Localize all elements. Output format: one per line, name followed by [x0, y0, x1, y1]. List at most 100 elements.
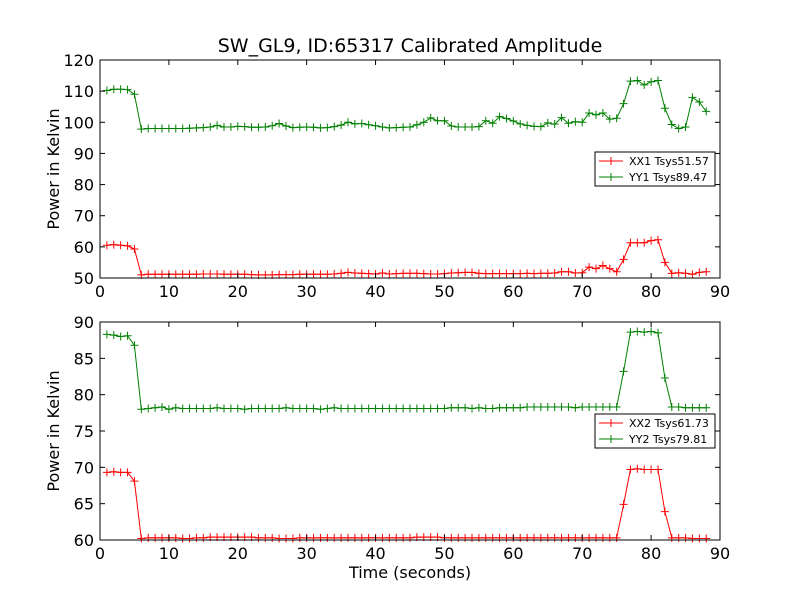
series-line-2-2	[106, 330, 707, 410]
data-point	[261, 122, 270, 131]
data-point	[158, 533, 166, 542]
data-point	[164, 405, 173, 414]
data-point	[447, 122, 456, 131]
data-point	[123, 241, 132, 250]
data-point	[660, 373, 669, 382]
data-point	[640, 238, 649, 247]
x-tick-label: 50	[434, 282, 454, 301]
data-point	[688, 534, 697, 543]
data-point	[385, 404, 394, 413]
data-point	[557, 533, 566, 542]
x-tick-label: 70	[572, 282, 592, 301]
data-point	[454, 403, 463, 412]
data-point	[406, 122, 414, 131]
data-point	[309, 123, 318, 132]
data-point	[633, 238, 642, 247]
data-point	[392, 269, 401, 278]
data-point	[288, 404, 297, 413]
data-point	[178, 404, 187, 413]
data-point	[144, 270, 153, 279]
legend-swatch-marker	[607, 419, 615, 427]
data-point	[592, 110, 600, 119]
data-point	[275, 534, 284, 543]
data-point	[192, 404, 201, 413]
data-point	[419, 269, 428, 278]
data-point	[612, 533, 621, 542]
data-point	[371, 404, 380, 413]
data-point	[323, 404, 332, 413]
data-point	[488, 269, 497, 278]
data-point	[226, 122, 235, 131]
plot-frame-1	[99, 59, 721, 279]
data-point	[109, 85, 118, 94]
data-point	[495, 112, 504, 121]
data-point	[226, 270, 235, 279]
data-point	[674, 124, 683, 133]
data-point	[330, 122, 339, 131]
data-point	[275, 119, 284, 128]
data-point	[233, 122, 242, 131]
data-point	[171, 124, 180, 133]
data-point	[626, 77, 635, 86]
data-point	[647, 77, 656, 86]
data-point	[392, 404, 401, 413]
legend-label: YY2 Tsys79.81	[628, 433, 707, 446]
data-point	[399, 269, 408, 278]
data-point	[660, 507, 669, 516]
data-point	[220, 122, 228, 131]
data-point	[316, 270, 325, 279]
data-point	[543, 533, 552, 542]
data-point	[385, 123, 394, 132]
data-point	[681, 533, 690, 542]
data-point	[488, 533, 497, 542]
data-point	[357, 119, 366, 128]
data-point	[199, 269, 208, 278]
data-point	[530, 122, 538, 131]
data-point	[316, 533, 325, 542]
data-point	[151, 403, 160, 412]
data-point	[392, 123, 401, 132]
legend-box	[594, 151, 716, 187]
data-point	[488, 119, 497, 128]
data-point	[619, 255, 628, 264]
data-point	[536, 269, 545, 278]
data-point	[185, 124, 194, 133]
data-point	[433, 269, 442, 278]
data-point	[344, 533, 352, 542]
x-tick-label: 30	[296, 282, 316, 301]
legend-swatch-marker	[607, 435, 615, 443]
data-point	[199, 123, 208, 132]
data-point	[364, 120, 373, 129]
data-point	[674, 403, 683, 412]
data-point	[702, 267, 711, 276]
data-point	[357, 269, 366, 278]
chart-panel-2: 0 10 20 30 40 50 60 70 80 90 60 65 70 75 80 85 90 Power i…	[44, 313, 730, 563]
data-point	[337, 121, 346, 130]
data-point	[523, 121, 532, 130]
series-line-2-1	[106, 468, 707, 540]
data-point	[282, 403, 290, 412]
x-tick-label: 0	[95, 544, 105, 563]
data-point	[178, 270, 187, 279]
data-point	[502, 269, 511, 278]
data-point	[302, 122, 311, 131]
x-tick-label: 10	[159, 544, 179, 563]
data-point	[660, 104, 669, 113]
data-point	[516, 403, 525, 412]
data-point	[247, 270, 256, 279]
data-point	[240, 405, 249, 414]
y-tick-label: 110	[63, 82, 94, 101]
data-point	[330, 403, 339, 412]
data-point	[681, 403, 690, 412]
data-point	[557, 113, 566, 122]
data-point	[337, 533, 346, 542]
data-point	[268, 533, 277, 542]
data-point	[557, 403, 566, 412]
data-point	[481, 269, 490, 278]
data-point	[378, 269, 387, 278]
data-point	[433, 116, 442, 125]
data-point	[247, 404, 256, 413]
data-point	[337, 269, 346, 278]
data-point	[433, 404, 442, 413]
data-point	[474, 122, 483, 131]
